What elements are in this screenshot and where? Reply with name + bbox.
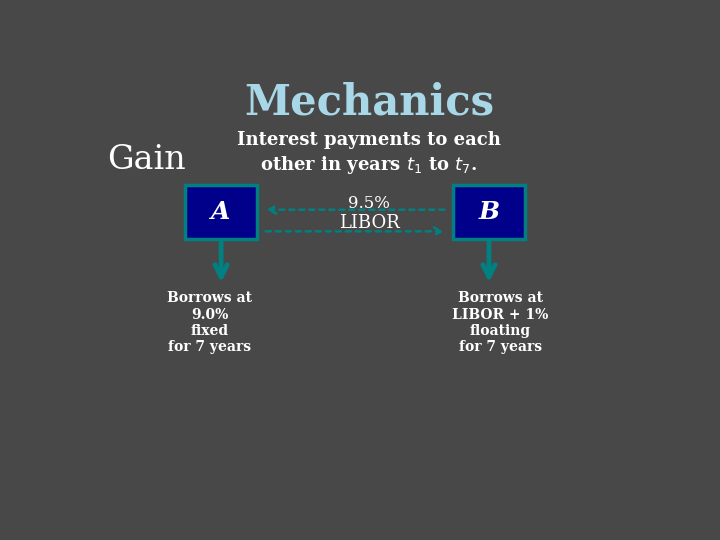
Text: Mechanics: Mechanics bbox=[244, 82, 494, 124]
Text: Gain: Gain bbox=[107, 144, 185, 176]
Text: Borrows at
LIBOR + 1%
floating
for 7 years: Borrows at LIBOR + 1% floating for 7 yea… bbox=[452, 292, 549, 354]
FancyBboxPatch shape bbox=[185, 185, 258, 239]
Text: Borrows at
9.0%
fixed
for 7 years: Borrows at 9.0% fixed for 7 years bbox=[168, 292, 253, 354]
Text: other in years $t_1$ to $t_7$.: other in years $t_1$ to $t_7$. bbox=[261, 154, 477, 176]
Text: Interest payments to each: Interest payments to each bbox=[237, 131, 501, 150]
Text: 9.5%: 9.5% bbox=[348, 195, 390, 212]
Text: B: B bbox=[478, 200, 500, 225]
Text: A: A bbox=[212, 200, 231, 225]
Text: LIBOR: LIBOR bbox=[338, 214, 400, 232]
FancyBboxPatch shape bbox=[453, 185, 526, 239]
